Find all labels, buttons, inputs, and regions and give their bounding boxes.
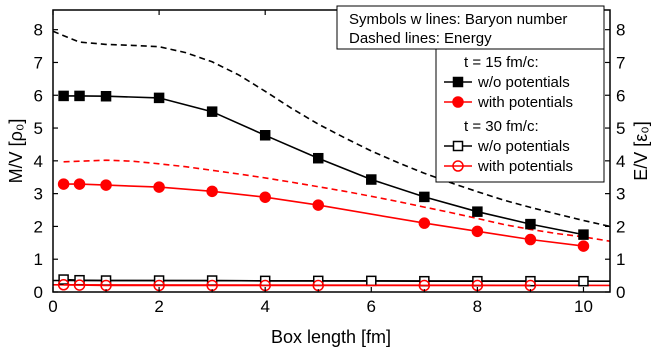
y-tick-label-right-0: 0: [616, 283, 625, 302]
series-1-point-9: [524, 233, 537, 246]
series-1-point-6: [312, 199, 324, 211]
series-0-point-2: [100, 90, 112, 102]
series-1-point-7: [418, 217, 431, 229]
annotation-line-1: Symbols w lines: Baryon number: [349, 11, 567, 28]
y-tick-label-left-8: 8: [34, 21, 43, 40]
legend-label-baryon-wo-potentials-t15: w/o potentials: [477, 74, 570, 91]
series-3-point-0: [57, 279, 70, 291]
baryon-series: [57, 90, 590, 292]
series-1-point-1: [73, 178, 86, 190]
series-1-point-4: [206, 185, 218, 198]
y-tick-label-left-7: 7: [34, 53, 43, 72]
legend-key-marker-1: [452, 96, 464, 108]
series-0-point-6: [312, 152, 324, 164]
series-1-point-10: [577, 240, 590, 252]
x-tick-label-0: 0: [48, 297, 57, 316]
energy-line-0: [52, 30, 611, 228]
series-1-point-8: [471, 225, 484, 238]
series-3-point-1: [73, 279, 86, 291]
legend-key-baryon-with-potentials-t15: [444, 96, 472, 108]
legend-key-baryon-wo-potentials-t15: [444, 76, 472, 88]
legend-key-baryon-wo-potentials-t30: [444, 140, 472, 152]
y-tick-label-right-8: 8: [616, 21, 625, 40]
legend-key-marker-2: [452, 140, 464, 152]
energy-line-1: [63, 159, 611, 242]
series-1-point-5: [259, 191, 271, 203]
series-2-point-11: [578, 275, 589, 287]
plot-frame: [52, 9, 611, 293]
legend-header-t15: t = 15 fm/c:: [464, 54, 539, 71]
y-tick-label-left-6: 6: [34, 86, 43, 105]
y-tick-label-right-1: 1: [616, 250, 625, 269]
series-0-point-7: [366, 174, 377, 185]
x-tick-label-6: 6: [367, 297, 376, 316]
series-0-point-1: [74, 90, 85, 102]
x-axis-label: Box length [fm]: [271, 327, 391, 347]
series-0-point-3: [153, 92, 165, 104]
series-0-point-10: [525, 218, 536, 230]
y-tick-label-right-3: 3: [616, 185, 625, 204]
x-tick-label-2: 2: [154, 297, 163, 316]
series-1-point-2: [100, 179, 112, 191]
series-0-point-0: [58, 90, 69, 102]
y-tick-label-right-2: 2: [616, 217, 625, 236]
y-tick-label-left-0: 0: [34, 283, 43, 302]
series-1-point-3: [153, 181, 165, 193]
legend-label-baryon-wo-potentials-t30: w/o potentials: [477, 138, 570, 155]
x-tick-label-4: 4: [260, 297, 269, 316]
annotation-box: Symbols w lines: Baryon number Dashed li…: [336, 5, 605, 50]
y-axis-label-left: M/V [ρ₀]: [6, 119, 26, 184]
y-tick-label-left-2: 2: [34, 217, 43, 236]
y-tick-label-left-4: 4: [34, 152, 43, 171]
y-tick-label-right-7: 7: [616, 53, 625, 72]
y-tick-label-left-1: 1: [34, 250, 43, 269]
y-axis-label-right: E/V [ε₀]: [631, 121, 651, 181]
y-tick-label-left-5: 5: [34, 119, 43, 138]
series-0-point-5: [259, 130, 271, 141]
legend-header-t30: t = 30 fm/c:: [464, 118, 539, 135]
x-tick-label-10: 10: [574, 297, 593, 316]
y-tick-label-right-5: 5: [616, 119, 625, 138]
series-2-point-7: [366, 275, 377, 287]
legend-label-baryon-with-potentials-t30: with potentials: [477, 158, 573, 175]
legend-key-marker-3: [452, 160, 464, 172]
series-0-point-8: [419, 191, 430, 203]
axis-ticks: 0 2 4 6 8 100 01 12 23 34 45 56 67 78 8: [34, 10, 625, 316]
y-tick-label-right-4: 4: [616, 152, 625, 171]
legend-label-baryon-with-potentials-t15: with potentials: [477, 94, 573, 111]
x-tick-label-8: 8: [473, 297, 482, 316]
legend-key-marker-0: [452, 76, 464, 88]
series-0-point-9: [472, 206, 483, 217]
y-tick-label-right-6: 6: [616, 86, 625, 105]
legend: t = 15 fm/c: w/o potentials with potenti…: [435, 48, 605, 183]
series-0-point-4: [206, 106, 218, 117]
y-tick-label-left-3: 3: [34, 185, 43, 204]
series-0-point-11: [578, 229, 589, 240]
annotation-line-2: Dashed lines: Energy: [349, 30, 492, 47]
legend-key-baryon-with-potentials-t30: [444, 160, 472, 172]
series-line-3: [63, 284, 531, 287]
series-1-point-0: [57, 178, 70, 190]
series-line-1: [63, 183, 584, 247]
